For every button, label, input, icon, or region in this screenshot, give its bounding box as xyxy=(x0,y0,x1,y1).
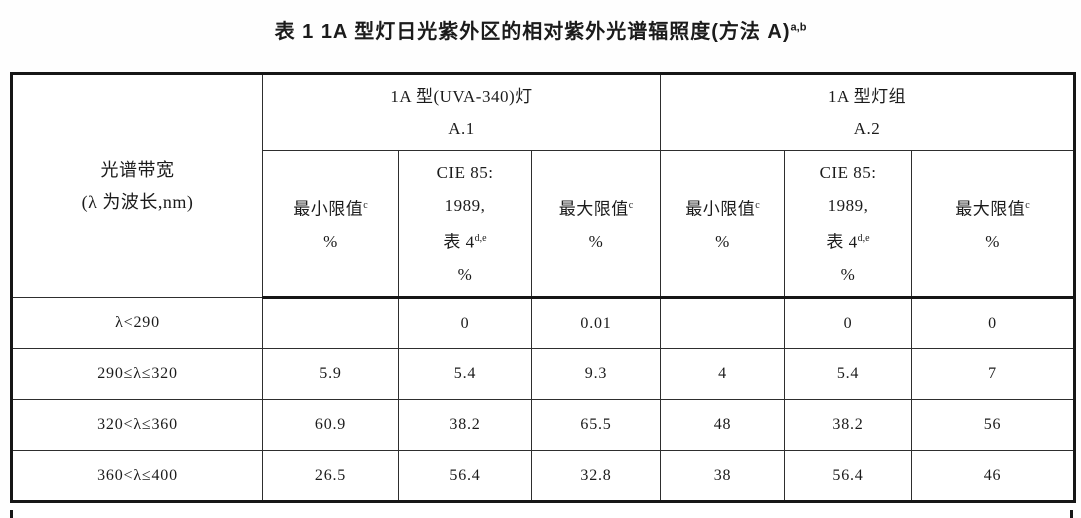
cie-unit: % xyxy=(457,265,473,285)
row-label-cell: 290≤λ≤320 xyxy=(11,348,263,400)
table-row: 360<λ≤400 26.5 56.4 32.8 38 56.4 46 xyxy=(11,450,1076,502)
footnote-section-stub xyxy=(10,510,1073,518)
group-uva340-name: 1A 型(UVA-340)灯 xyxy=(390,86,533,106)
min-limit-label: 最小限值 xyxy=(685,199,756,219)
col-header-cie85-a1: CIE 85: 1989, 表 4d,e % xyxy=(398,150,532,299)
table-row: 290≤λ≤320 5.9 5.4 9.3 4 5.4 7 xyxy=(11,348,1076,400)
group-lamp-set-code: A.2 xyxy=(853,118,881,138)
table-cell: 38.2 xyxy=(784,399,913,451)
table-row: 320<λ≤360 60.9 38.2 65.5 48 38.2 56 xyxy=(11,399,1076,451)
col-header-cie85-a2: CIE 85: 1989, 表 4d,e % xyxy=(784,150,913,299)
max-limit-footnote: c xyxy=(1025,199,1030,211)
spectral-bandwidth-label: 光谱带宽 xyxy=(100,160,175,180)
cie-line3: 表 4 xyxy=(826,232,858,252)
column-header-row: 最小限值c % CIE 85: 1989, 表 4d,e % 最大限值c % 最… xyxy=(12,150,1076,299)
min-limit-unit: % xyxy=(715,232,730,252)
cie-footnote: d,e xyxy=(474,232,487,244)
table-cell: 9.3 xyxy=(530,348,662,400)
max-limit-label: 最大限值 xyxy=(955,199,1026,219)
min-limit-footnote: c xyxy=(363,199,368,211)
table-cell: 7 xyxy=(911,348,1076,400)
table-cell: 38.2 xyxy=(398,399,532,451)
table-cell: 60.9 xyxy=(262,399,399,451)
table-cell: 32.8 xyxy=(530,450,662,502)
table-cell: 0 xyxy=(784,297,913,349)
row-label-cell: λ<290 xyxy=(11,297,263,349)
col-header-min-limit-a2: 最小限值c % xyxy=(660,150,786,299)
cie-line3: 表 4 xyxy=(443,232,475,252)
table-cell: 0.01 xyxy=(530,297,662,349)
table-cell: 56.4 xyxy=(398,450,532,502)
table-cell: 38 xyxy=(660,450,786,502)
col-header-min-limit-a1: 最小限值c % xyxy=(262,150,399,299)
cie-unit: % xyxy=(840,265,856,285)
group-uva340-code: A.1 xyxy=(448,118,475,138)
max-limit-footnote: c xyxy=(628,199,634,211)
table-cell: 5.4 xyxy=(398,348,532,400)
cie-line2: 1989, xyxy=(444,195,486,215)
cie-line2: 1989, xyxy=(827,195,869,215)
table-cell: 56.4 xyxy=(784,450,913,502)
table-cell: 46 xyxy=(911,450,1076,502)
max-limit-unit: % xyxy=(588,232,604,252)
table-cell: 56 xyxy=(911,399,1076,451)
table-cell: 4 xyxy=(660,348,786,400)
group-lamp-set-name: 1A 型灯组 xyxy=(827,86,907,106)
group-header-row: 光谱带宽 (λ 为波长,nm) 1A 型(UVA-340)灯 A.1 1A 型灯… xyxy=(11,73,1076,298)
max-limit-unit: % xyxy=(985,232,1000,252)
table-cell: 48 xyxy=(660,399,786,451)
table-cell xyxy=(262,297,399,349)
table-cell: 5.4 xyxy=(784,348,913,400)
cie-line1: CIE 85: xyxy=(819,162,877,182)
table-caption-text: 表 1 1A 型灯日光紫外区的相对紫外光谱辐照度(方法 A) xyxy=(274,21,791,43)
table-cell: 0 xyxy=(398,297,532,349)
min-limit-footnote: c xyxy=(755,199,760,211)
table-caption: 表 1 1A 型灯日光紫外区的相对紫外光谱辐照度(方法 A)a,b xyxy=(0,15,1081,44)
table-caption-footnote-marks: a,b xyxy=(790,21,807,34)
row-label-cell: 360<λ≤400 xyxy=(11,450,263,502)
col-header-max-limit-a1: 最大限值c % xyxy=(530,150,662,299)
group-header-uva340-lamp: 1A 型(UVA-340)灯 A.1 xyxy=(261,73,662,151)
table-cell: 5.9 xyxy=(262,348,399,400)
min-limit-label: 最小限值 xyxy=(293,199,364,219)
group-header-lamp-set: 1A 型灯组 A.2 xyxy=(660,73,1076,151)
col-header-max-limit-a2: 最大限值c % xyxy=(911,150,1076,299)
table-cell: 26.5 xyxy=(262,450,399,502)
table-cell: 0 xyxy=(911,297,1076,349)
cie-footnote: d,e xyxy=(857,232,870,244)
table-cell xyxy=(660,297,786,349)
uv-spectral-irradiance-table: 光谱带宽 (λ 为波长,nm) 1A 型(UVA-340)灯 A.1 1A 型灯… xyxy=(10,72,1077,503)
table-row: λ<290 0 0.01 0 0 xyxy=(11,297,1076,349)
max-limit-label: 最大限值 xyxy=(558,199,629,219)
min-limit-unit: % xyxy=(323,232,338,252)
row-label-cell: 320<λ≤360 xyxy=(11,399,263,451)
spectral-bandwidth-unit: (λ 为波长,nm) xyxy=(81,192,194,212)
cie-line1: CIE 85: xyxy=(436,162,494,182)
table-cell: 65.5 xyxy=(530,399,662,451)
spectral-bandwidth-header-cell: 光谱带宽 (λ 为波长,nm) xyxy=(11,73,263,298)
